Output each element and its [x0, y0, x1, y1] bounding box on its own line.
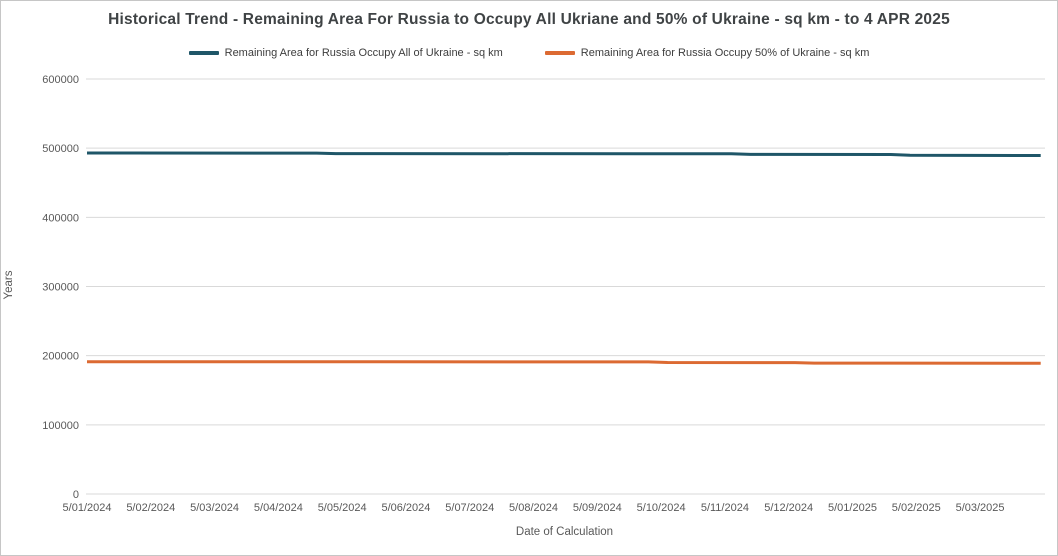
x-tick-label: 5/10/2024: [637, 502, 686, 514]
y-tick-label: 0: [73, 489, 79, 501]
legend-line-swatch-all-ukraine: [188, 51, 219, 55]
y-tick-label: 200000: [42, 351, 79, 363]
y-tick-label: 600000: [42, 74, 79, 86]
y-tick-label: 300000: [42, 282, 79, 294]
legend-label-50-ukraine: Remaining Area for Russia Occupy 50% of …: [580, 47, 870, 59]
x-tick-label: 5/01/2024: [63, 502, 112, 514]
x-tick-label: 5/08/2024: [509, 502, 558, 514]
y-tick-label: 400000: [42, 212, 79, 224]
chart-title: Historical Trend - Remaining Area For Ru…: [108, 11, 950, 28]
gridlines: [86, 78, 1045, 495]
y-axis-title: Years: [3, 270, 15, 300]
x-axis-tick-labels: 5/01/2024 5/02/2024 5/03/2024 5/04/2024 5/05…: [63, 502, 1005, 514]
y-axis-tick-labels: 0 100000 200000 300000 400000 500000 600000: [42, 74, 79, 501]
x-tick-label: 5/12/2024: [764, 502, 813, 514]
x-tick-label: 5/02/2025: [892, 502, 941, 514]
x-tick-label: 5/11/2024: [701, 502, 749, 514]
legend-label-all-ukraine: Remaining Area for Russia Occupy All of …: [224, 47, 503, 59]
x-tick-label: 5/01/2025: [828, 502, 877, 514]
x-tick-label: 5/07/2024: [445, 502, 494, 514]
x-tick-label: 5/06/2024: [381, 502, 430, 514]
series-lines: [86, 151, 1041, 365]
series-line-all-ukraine: [86, 151, 1041, 157]
series-line-50-ukraine: [86, 360, 1041, 365]
y-tick-label: 500000: [42, 143, 79, 155]
y-tick-label: 100000: [42, 420, 79, 432]
legend-item-50-ukraine: Remaining Area for Russia Occupy 50% of …: [544, 47, 870, 59]
x-tick-label: 5/05/2024: [318, 502, 367, 514]
legend: Remaining Area for Russia Occupy All of …: [1, 47, 1057, 59]
legend-line-swatch-50-ukraine: [544, 51, 575, 55]
x-tick-label: 5/03/2025: [956, 502, 1005, 514]
x-tick-label: 5/09/2024: [573, 502, 622, 514]
x-tick-label: 5/03/2024: [190, 502, 239, 514]
x-tick-label: 5/02/2024: [126, 502, 175, 514]
x-axis-title: Date of Calculation: [515, 526, 614, 538]
x-tick-label: 5/04/2024: [254, 502, 303, 514]
legend-item-all-ukraine: Remaining Area for Russia Occupy All of …: [188, 47, 503, 59]
